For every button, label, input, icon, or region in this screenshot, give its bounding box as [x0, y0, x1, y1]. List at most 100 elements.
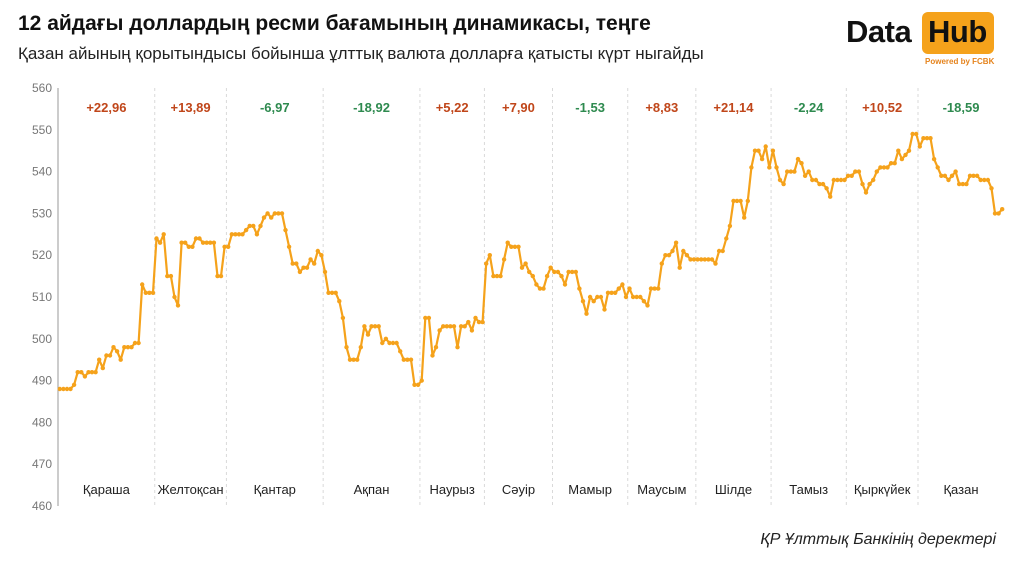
rate-point [61, 386, 66, 392]
logo-word-data: Data [846, 14, 912, 49]
rate-point [326, 290, 331, 295]
rate-point [713, 261, 718, 266]
rate-point [337, 299, 342, 304]
y-axis: 460 470 480 490 500 510 520 530 540 550 560 [32, 81, 59, 513]
rate-point [516, 244, 521, 249]
month-change-label: +10,52 [862, 100, 902, 115]
rate-point [627, 286, 632, 291]
rate-point [763, 144, 768, 149]
rate-point [519, 265, 525, 270]
rate-point [534, 282, 539, 287]
rate-point [867, 181, 872, 187]
rate-point [333, 290, 338, 295]
rate-point [677, 265, 682, 270]
rate-point [68, 386, 73, 392]
rate-point [297, 269, 303, 275]
rate-point [523, 261, 528, 266]
rate-point [168, 273, 174, 279]
rate-point [494, 273, 500, 279]
rate-point [161, 232, 166, 237]
y-tick-label: 550 [32, 123, 52, 137]
logo-tagline: Powered by FCBK [925, 57, 995, 66]
rate-point [412, 382, 417, 387]
rate-point [376, 324, 381, 329]
rate-point [727, 223, 733, 229]
rate-point [982, 177, 987, 183]
month-change-label: -1,53 [575, 100, 605, 115]
month-change-label: +13,89 [171, 100, 211, 115]
rate-point [577, 286, 582, 291]
rate-point [272, 211, 277, 216]
rate-point [777, 177, 783, 183]
rate-point [795, 156, 801, 162]
logo-hub-box: Hub [922, 12, 994, 54]
rate-point [347, 357, 353, 362]
month-change-label: -2,24 [794, 100, 824, 115]
rate-point [344, 345, 349, 350]
rate-point [759, 156, 765, 162]
month-label: Қараша [83, 482, 131, 497]
rate-point [179, 240, 184, 245]
rate-point [372, 324, 378, 329]
rate-point [688, 257, 693, 262]
rate-point [129, 345, 134, 350]
rate-point [985, 177, 991, 183]
rate-point [369, 324, 374, 329]
rate-point [731, 198, 736, 204]
rate-point [140, 282, 145, 287]
rate-point [738, 198, 743, 204]
rate-point [921, 136, 926, 141]
month-change-label: +5,22 [436, 100, 469, 115]
rate-point [591, 299, 596, 304]
rate-point [405, 357, 410, 362]
rate-point [290, 261, 295, 266]
rate-point [491, 273, 496, 279]
data-source-note: ҚР Ұлттық Банкінің деректері [760, 531, 996, 548]
rate-point [645, 303, 650, 308]
rate-point [874, 169, 879, 174]
rate-point [989, 186, 994, 191]
rate-point [1000, 207, 1005, 212]
rate-point [856, 169, 862, 174]
rate-point [648, 286, 654, 291]
rate-point [286, 244, 292, 249]
rate-point [466, 319, 471, 325]
month-change-label: -6,97 [260, 100, 290, 115]
rate-point [838, 177, 844, 183]
rate-point [107, 353, 113, 358]
rate-point [415, 382, 421, 387]
rate-point [279, 211, 285, 216]
month-change-label: +8,83 [645, 100, 678, 115]
rate-point [580, 299, 586, 304]
rate-point [419, 378, 424, 383]
rate-point [254, 232, 260, 237]
rate-point [620, 282, 625, 287]
rate-point [355, 357, 360, 362]
rate-point [430, 353, 435, 358]
y-tick-label: 520 [32, 248, 52, 262]
rate-point [709, 257, 715, 262]
month-change-label: +21,14 [713, 100, 754, 115]
rate-point [906, 148, 912, 153]
rate-point [229, 232, 234, 237]
chart-grid [154, 88, 919, 506]
rate-point [863, 190, 869, 195]
rate-point [792, 169, 797, 174]
rate-point [896, 148, 901, 153]
rate-point [484, 261, 489, 266]
rate-point [910, 131, 915, 137]
rate-point [136, 340, 141, 346]
rate-point [659, 261, 664, 266]
rate-point [774, 165, 779, 170]
rate-point [319, 253, 324, 258]
rate-point [752, 148, 758, 153]
rate-point [423, 315, 428, 321]
rate-point [437, 328, 442, 333]
rate-point [935, 165, 940, 170]
rate-point [240, 232, 245, 237]
rate-point [699, 257, 704, 262]
rate-point [308, 257, 313, 262]
rate-point [75, 370, 80, 375]
month-label: Мамыр [568, 482, 612, 497]
rate-point [512, 244, 518, 249]
